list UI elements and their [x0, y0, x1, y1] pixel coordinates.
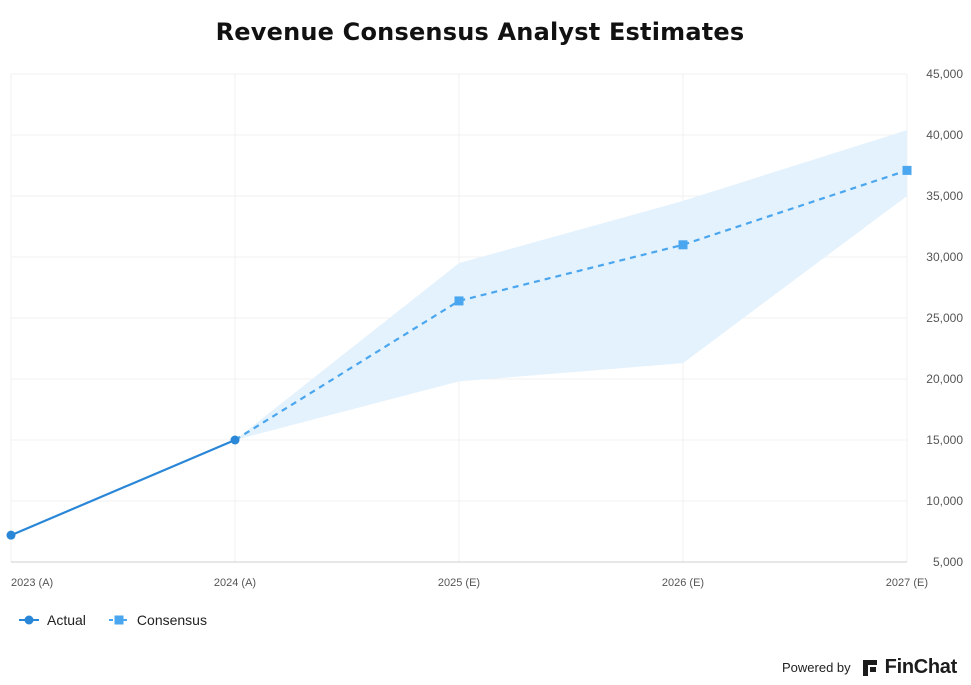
estimate-range-band-layer — [235, 130, 907, 440]
data-point-consensus — [678, 240, 688, 250]
series-layer — [10, 169, 908, 537]
y-tick-label: 5,000 — [933, 555, 963, 569]
data-point-consensus — [454, 296, 464, 306]
y-tick-label: 45,000 — [926, 67, 963, 81]
powered-by-finchat[interactable]: Powered by FinChat — [782, 656, 957, 679]
x-tick-label: 2026 (E) — [662, 577, 704, 589]
legend-label-actual: Actual — [47, 612, 86, 628]
y-tick-label: 30,000 — [926, 250, 963, 264]
estimate-range-band — [235, 130, 907, 440]
y-tick-label: 10,000 — [926, 494, 963, 508]
x-tick-label: 2023 (A) — [11, 577, 53, 589]
marker-layer — [6, 165, 912, 540]
chart-title: Revenue Consensus Analyst Estimates — [215, 18, 745, 46]
y-tick-label: 15,000 — [926, 433, 963, 447]
legend-item-consensus[interactable]: Consensus — [108, 612, 207, 628]
legend-actual-swatch-icon — [19, 615, 39, 625]
legend-item-actual[interactable]: Actual — [18, 612, 86, 628]
series-line-actual — [10, 438, 236, 537]
legend-consensus-swatch-icon — [108, 615, 129, 625]
chart-legend: Actual Consensus — [18, 612, 207, 628]
series-line-consensus — [234, 169, 908, 441]
data-point-consensus — [902, 165, 912, 175]
y-tick-label: 35,000 — [926, 189, 963, 203]
data-point-actual — [230, 435, 240, 445]
revenue-chart: 5,000 10,000 15,000 20,000 25,000 30,000 35,00… — [6, 67, 963, 589]
x-tick-label: 2027 (E) — [886, 577, 928, 589]
brand-name: FinChat — [884, 656, 958, 678]
x-tick-label: 2024 (A) — [214, 577, 256, 589]
axis-layer: 5,000 10,000 15,000 20,000 25,000 30,000 35,00… — [11, 67, 963, 589]
finchat-logo-icon — [862, 659, 877, 676]
y-tick-label: 25,000 — [926, 311, 963, 325]
y-tick-label: 20,000 — [926, 372, 963, 386]
x-tick-label: 2025 (E) — [438, 577, 480, 589]
powered-by-label: Powered by — [782, 660, 851, 675]
data-point-actual — [6, 530, 16, 540]
y-tick-label: 40,000 — [926, 128, 963, 142]
legend-label-consensus: Consensus — [136, 612, 207, 628]
